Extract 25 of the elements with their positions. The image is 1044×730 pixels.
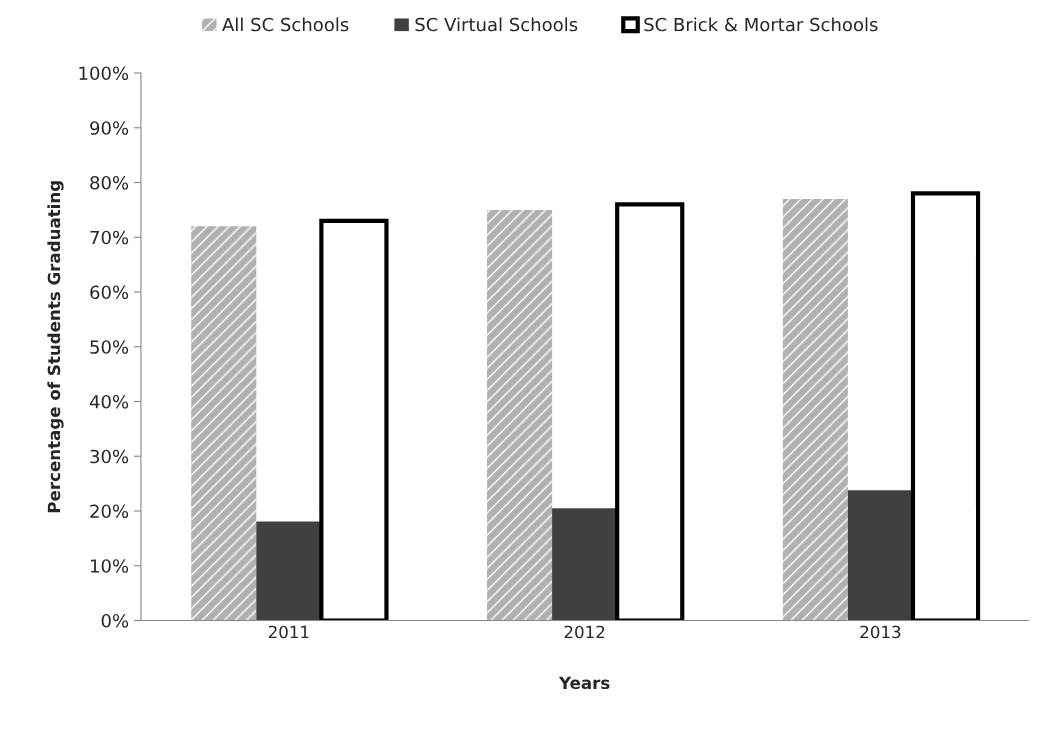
y-tick-label: 70% [90,230,129,245]
y-tick-label: 80% [90,175,129,190]
x-tick-label: 2013 [860,625,901,639]
y-tick-label: 10% [90,559,129,573]
y-tick-label: 60% [90,285,129,300]
y-tick-label: 50% [90,340,129,354]
legend-label: All SC Schools [222,17,349,32]
bar [552,508,618,621]
y-tick-label: 40% [89,394,129,409]
y-tick-label: 20% [90,504,129,519]
y-tick-label: 30% [90,449,129,464]
y-tick-label: 90% [90,121,129,135]
y-tick-label: 100% [79,66,129,81]
x-tick-label: 2011 [268,625,309,639]
legend-label: SC Brick & Mortar Schools [644,17,878,32]
bar [487,209,553,621]
x-axis-title: Years [558,676,610,690]
y-axis-title: Percentage of Students Graduating [47,181,64,513]
bar [191,226,257,621]
bar [256,521,322,621]
bar [847,490,913,621]
x-tick-label: 2012 [564,625,605,639]
legend-label: SC Virtual Schools [415,17,578,32]
bar [782,198,848,621]
y-tick-label: 0% [101,613,129,628]
